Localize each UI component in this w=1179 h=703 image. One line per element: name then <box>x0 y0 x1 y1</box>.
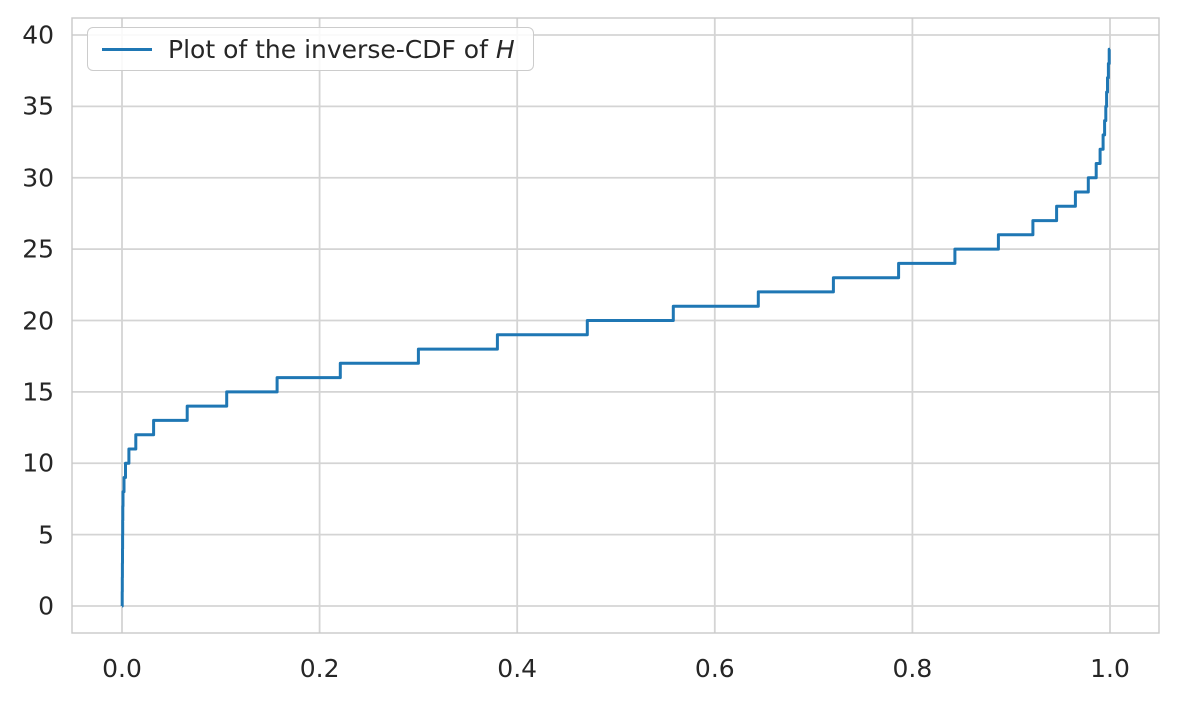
x-tick-label: 0.2 <box>299 654 340 683</box>
x-tick-label: 1.0 <box>1090 654 1130 683</box>
legend: Plot of the inverse-CDF of H <box>87 27 534 71</box>
y-tick-label: 40 <box>22 20 54 50</box>
y-tick-label: 30 <box>22 163 54 193</box>
legend-label-text: Plot of the inverse-CDF of <box>168 34 496 64</box>
y-tick-label: 10 <box>22 448 54 478</box>
x-tick-label: 0.6 <box>694 654 735 683</box>
gridlines <box>72 18 1159 633</box>
axes-spines <box>71 17 1160 634</box>
y-tick-label: 20 <box>22 306 54 335</box>
x-tick-label: 0.8 <box>892 654 933 683</box>
legend-label-variable: H <box>495 34 515 64</box>
legend-line-sample <box>102 47 152 51</box>
y-tick-label: 15 <box>22 377 54 407</box>
inverse-cdf-line <box>120 47 1111 608</box>
legend-label: Plot of the inverse-CDF of H <box>168 37 515 62</box>
y-tick-label: 25 <box>22 234 54 264</box>
x-tick-label: 0.0 <box>102 654 142 683</box>
y-tick-label: 0 <box>38 591 54 621</box>
x-tick-label: 0.4 <box>497 654 538 683</box>
y-tick-label: 35 <box>22 91 54 121</box>
y-tick-label: 5 <box>38 520 54 550</box>
